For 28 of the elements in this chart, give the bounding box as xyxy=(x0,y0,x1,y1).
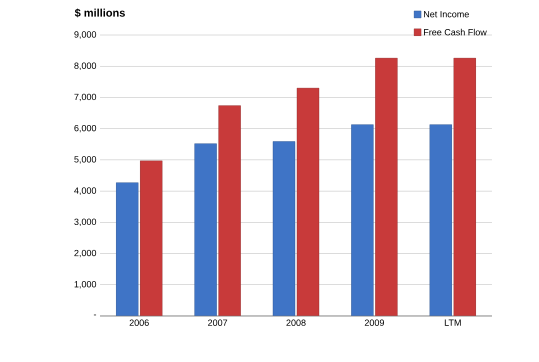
bar xyxy=(454,58,476,316)
y-tick-label: - xyxy=(94,314,96,316)
y-tick-label: 9,000 xyxy=(74,31,96,39)
x-tick-label: 2006 xyxy=(130,320,149,326)
bar xyxy=(296,88,320,316)
y-tick-label: 2,000 xyxy=(74,250,96,258)
x-tick-label: 2009 xyxy=(364,320,384,326)
y-tick-label: 3,000 xyxy=(74,218,96,226)
y-tick-label: 4,000 xyxy=(74,187,96,195)
y-tick-label: 8,000 xyxy=(74,62,96,70)
y-tick-label: 1,000 xyxy=(74,281,96,288)
y-tick-label: 7,000 xyxy=(74,94,96,102)
y-tick-label: 5,000 xyxy=(74,156,96,164)
bar xyxy=(430,124,452,316)
bar xyxy=(272,141,296,316)
legend-label: Net Income xyxy=(424,11,469,18)
bar xyxy=(194,143,217,316)
x-tick-label: 2007 xyxy=(208,320,228,326)
bar xyxy=(351,124,374,316)
legend-label: Free Cash Flow xyxy=(424,28,487,36)
y-tick-label: 6,000 xyxy=(74,124,96,132)
x-tick-label: 2008 xyxy=(286,320,306,326)
bar xyxy=(218,105,241,316)
y-axis-title: $ millions xyxy=(74,8,125,18)
bar xyxy=(140,160,162,316)
bar xyxy=(375,58,398,316)
bar xyxy=(116,182,138,316)
x-tick-label: LTM xyxy=(444,320,461,326)
